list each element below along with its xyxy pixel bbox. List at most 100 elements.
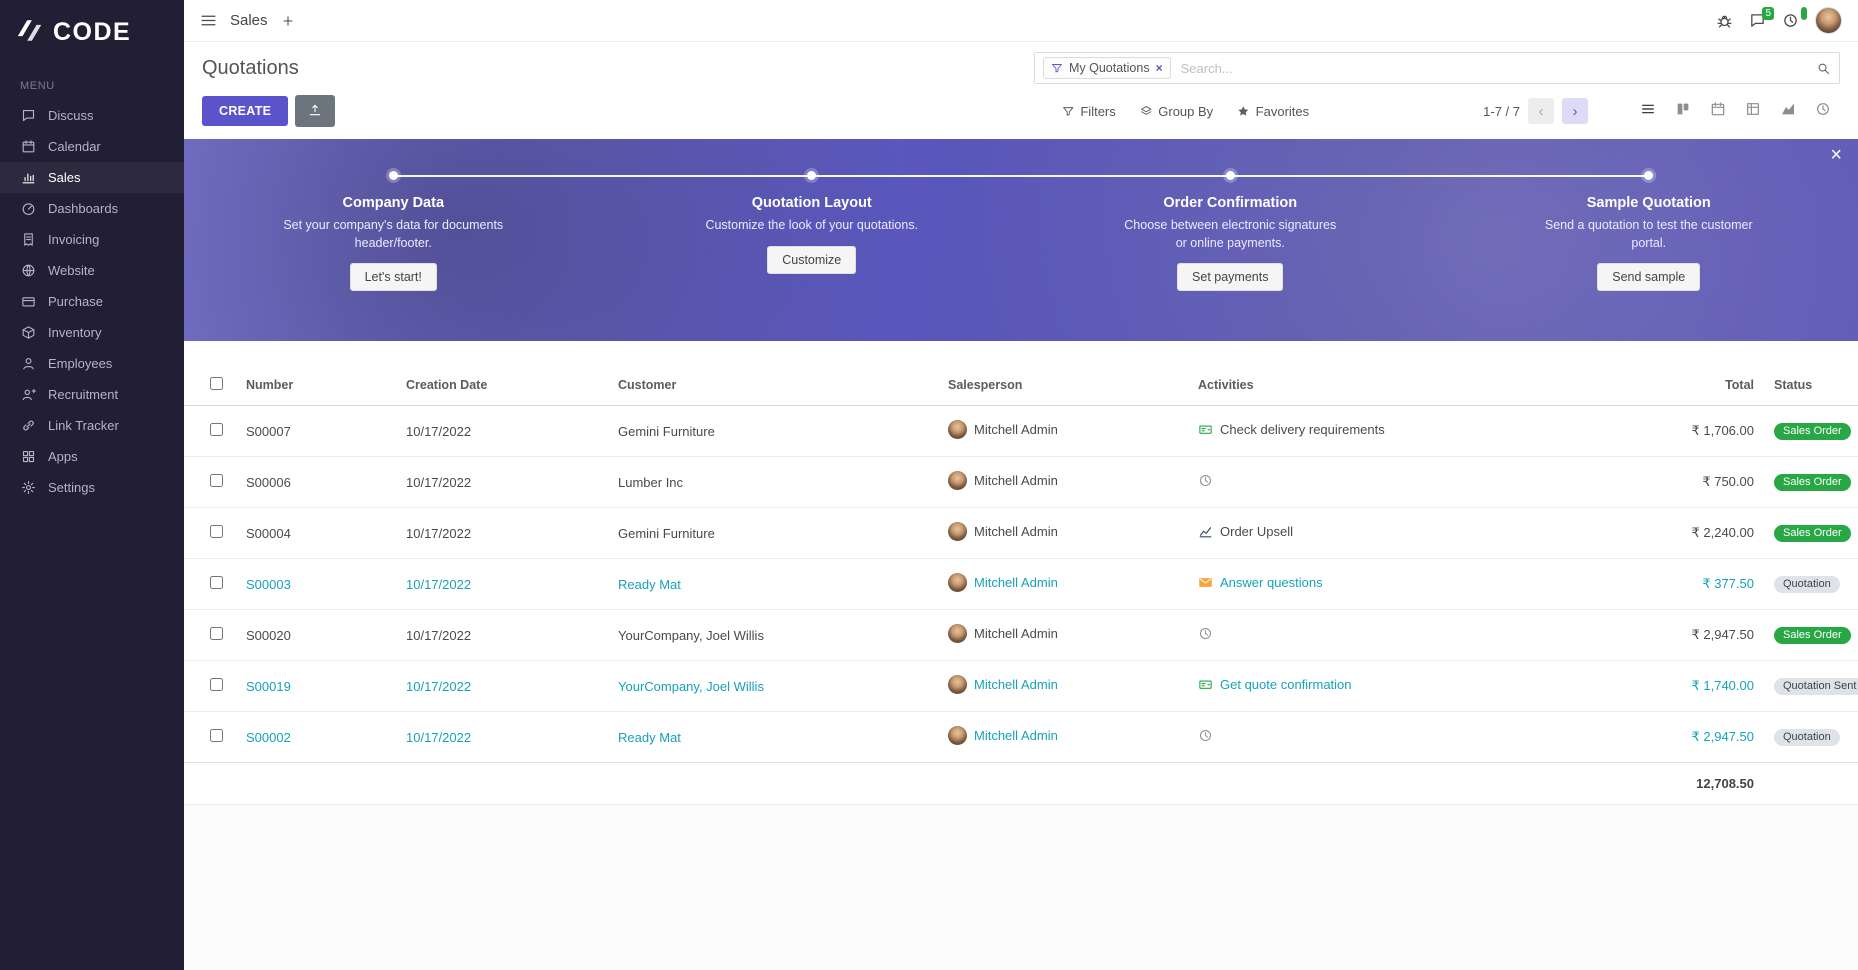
quotation-number[interactable]: S00003 — [240, 558, 400, 610]
hamburger-menu-icon[interactable] — [200, 12, 217, 29]
onboarding-banner: × Company Data Set your company's data f… — [184, 139, 1858, 341]
column-header-salesperson[interactable]: Salesperson — [942, 365, 1192, 406]
sidebar-item[interactable]: Purchase — [0, 286, 184, 317]
step-action-button[interactable]: Set payments — [1177, 263, 1284, 291]
search-bar[interactable]: My Quotations × — [1034, 52, 1840, 84]
select-all-checkbox[interactable] — [210, 377, 223, 390]
quotation-number[interactable]: S00004 — [240, 507, 400, 559]
link-icon — [20, 418, 36, 433]
onboarding-step: Order Confirmation Choose between electr… — [1021, 163, 1440, 341]
column-header-number[interactable]: Number — [240, 365, 400, 406]
table-row[interactable]: S00020 10/17/2022 YourCompany, Joel Will… — [184, 609, 1858, 661]
sidebar-item[interactable]: Settings — [0, 472, 184, 503]
sidebar-item[interactable]: Dashboards — [0, 193, 184, 224]
pager-previous-button[interactable]: ‹ — [1528, 98, 1554, 124]
view-switcher-button[interactable] — [1735, 96, 1770, 126]
group-by-label: Group By — [1158, 103, 1214, 119]
activity-cell[interactable] — [1192, 456, 1643, 508]
add-tab-icon[interactable] — [281, 14, 295, 28]
column-header-total[interactable]: Total — [1643, 365, 1768, 406]
row-checkbox[interactable] — [210, 423, 223, 436]
quotation-number[interactable]: S00007 — [240, 405, 400, 457]
customer-name: Lumber Inc — [612, 456, 942, 508]
sidebar-item[interactable]: Employees — [0, 348, 184, 379]
activity-cell[interactable]: Answer questions — [1192, 558, 1643, 610]
step-action-button[interactable]: Send sample — [1597, 263, 1701, 291]
sidebar-item[interactable]: Link Tracker — [0, 410, 184, 441]
view-switcher-button[interactable] — [1630, 96, 1665, 126]
table-row[interactable]: S00019 10/17/2022 YourCompany, Joel Will… — [184, 660, 1858, 712]
table-row[interactable]: S00004 10/17/2022 Gemini Furniture Mitch… — [184, 507, 1858, 559]
total-amount: ₹ 377.50 — [1643, 558, 1768, 610]
user-avatar[interactable] — [1815, 7, 1842, 34]
quotation-number[interactable]: S00002 — [240, 711, 400, 763]
chart-icon — [1198, 524, 1213, 539]
activity-cell[interactable] — [1192, 609, 1643, 661]
sidebar-item-label: Dashboards — [48, 201, 119, 216]
column-header-status[interactable]: Status — [1768, 365, 1858, 406]
quotation-number[interactable]: S00006 — [240, 456, 400, 508]
debug-button[interactable] — [1716, 12, 1733, 29]
salesperson-avatar — [948, 420, 967, 439]
topbar: Sales 5 — [184, 0, 1858, 42]
clock-icon — [1198, 626, 1213, 641]
activity-cell[interactable]: Order Upsell — [1192, 507, 1643, 559]
current-app-name[interactable]: Sales — [230, 12, 268, 29]
row-checkbox[interactable] — [210, 474, 223, 487]
row-checkbox[interactable] — [210, 627, 223, 640]
remove-filter-icon[interactable]: × — [1155, 61, 1163, 75]
filters-button[interactable]: Filters — [1062, 104, 1116, 119]
pager-next-button[interactable]: › — [1562, 98, 1588, 124]
table-row[interactable]: S00006 10/17/2022 Lumber Inc Mitchell Ad… — [184, 456, 1858, 508]
sidebar-item[interactable]: Sales — [0, 162, 184, 193]
sidebar-item[interactable]: Website — [0, 255, 184, 286]
step-title: Company Data — [342, 195, 445, 211]
quotations-list: Number Creation Date Customer Salesperso… — [184, 341, 1858, 804]
create-button[interactable]: CREATE — [202, 96, 289, 126]
quotation-number[interactable]: S00019 — [240, 660, 400, 712]
banner-close-icon[interactable]: × — [1830, 144, 1842, 166]
sidebar-item[interactable]: Calendar — [0, 131, 184, 162]
row-checkbox[interactable] — [210, 576, 223, 589]
messages-button[interactable]: 5 — [1749, 7, 1774, 29]
activities-button[interactable] — [1782, 7, 1807, 29]
view-switcher-button[interactable] — [1700, 96, 1735, 126]
step-action-button[interactable]: Customize — [767, 245, 857, 274]
activity-cell[interactable]: Get quote confirmation — [1192, 660, 1643, 712]
table-row[interactable]: S00002 10/17/2022 Ready Mat Mitchell Adm… — [184, 711, 1858, 763]
pivot-icon — [1745, 101, 1761, 122]
row-checkbox[interactable] — [210, 729, 223, 742]
search-icon[interactable] — [1816, 61, 1831, 76]
column-header-creation-date[interactable]: Creation Date — [400, 365, 612, 406]
favorites-button[interactable]: Favorites — [1237, 104, 1309, 119]
activity-cell[interactable]: Check delivery requirements — [1192, 405, 1643, 457]
sidebar-item[interactable]: Recruitment — [0, 379, 184, 410]
total-amount: ₹ 1,740.00 — [1643, 660, 1768, 712]
table-row[interactable]: S00007 10/17/2022 Gemini Furniture Mitch… — [184, 405, 1858, 457]
search-filter-chip[interactable]: My Quotations × — [1043, 57, 1171, 79]
content-background — [184, 804, 1858, 970]
sidebar-item[interactable]: Invoicing — [0, 224, 184, 255]
column-header-customer[interactable]: Customer — [612, 365, 942, 406]
view-switcher-button[interactable] — [1805, 96, 1840, 126]
quotation-number[interactable]: S00020 — [240, 609, 400, 661]
search-input[interactable] — [1178, 59, 1808, 77]
onboarding-step: Sample Quotation Send a quotation to tes… — [1440, 163, 1858, 341]
pager: 1-7 / 7 ‹ › — [1483, 98, 1588, 124]
sidebar-item[interactable]: Apps — [0, 441, 184, 472]
group-by-button[interactable]: Group By — [1140, 104, 1213, 119]
activity-cell[interactable] — [1192, 711, 1643, 763]
creation-date: 10/17/2022 — [400, 660, 612, 712]
step-action-button[interactable]: Let's start! — [349, 263, 437, 291]
row-checkbox[interactable] — [210, 678, 223, 691]
sidebar-item-label: Settings — [48, 480, 95, 495]
export-button[interactable] — [295, 95, 336, 127]
clock-icon — [1782, 12, 1799, 29]
column-header-activities[interactable]: Activities — [1192, 365, 1643, 406]
table-row[interactable]: S00003 10/17/2022 Ready Mat Mitchell Adm… — [184, 558, 1858, 610]
sidebar-item[interactable]: Inventory — [0, 317, 184, 348]
sidebar-item[interactable]: Discuss — [0, 100, 184, 131]
view-switcher-button[interactable] — [1665, 96, 1700, 126]
row-checkbox[interactable] — [210, 525, 223, 538]
view-switcher-button[interactable] — [1770, 96, 1805, 126]
